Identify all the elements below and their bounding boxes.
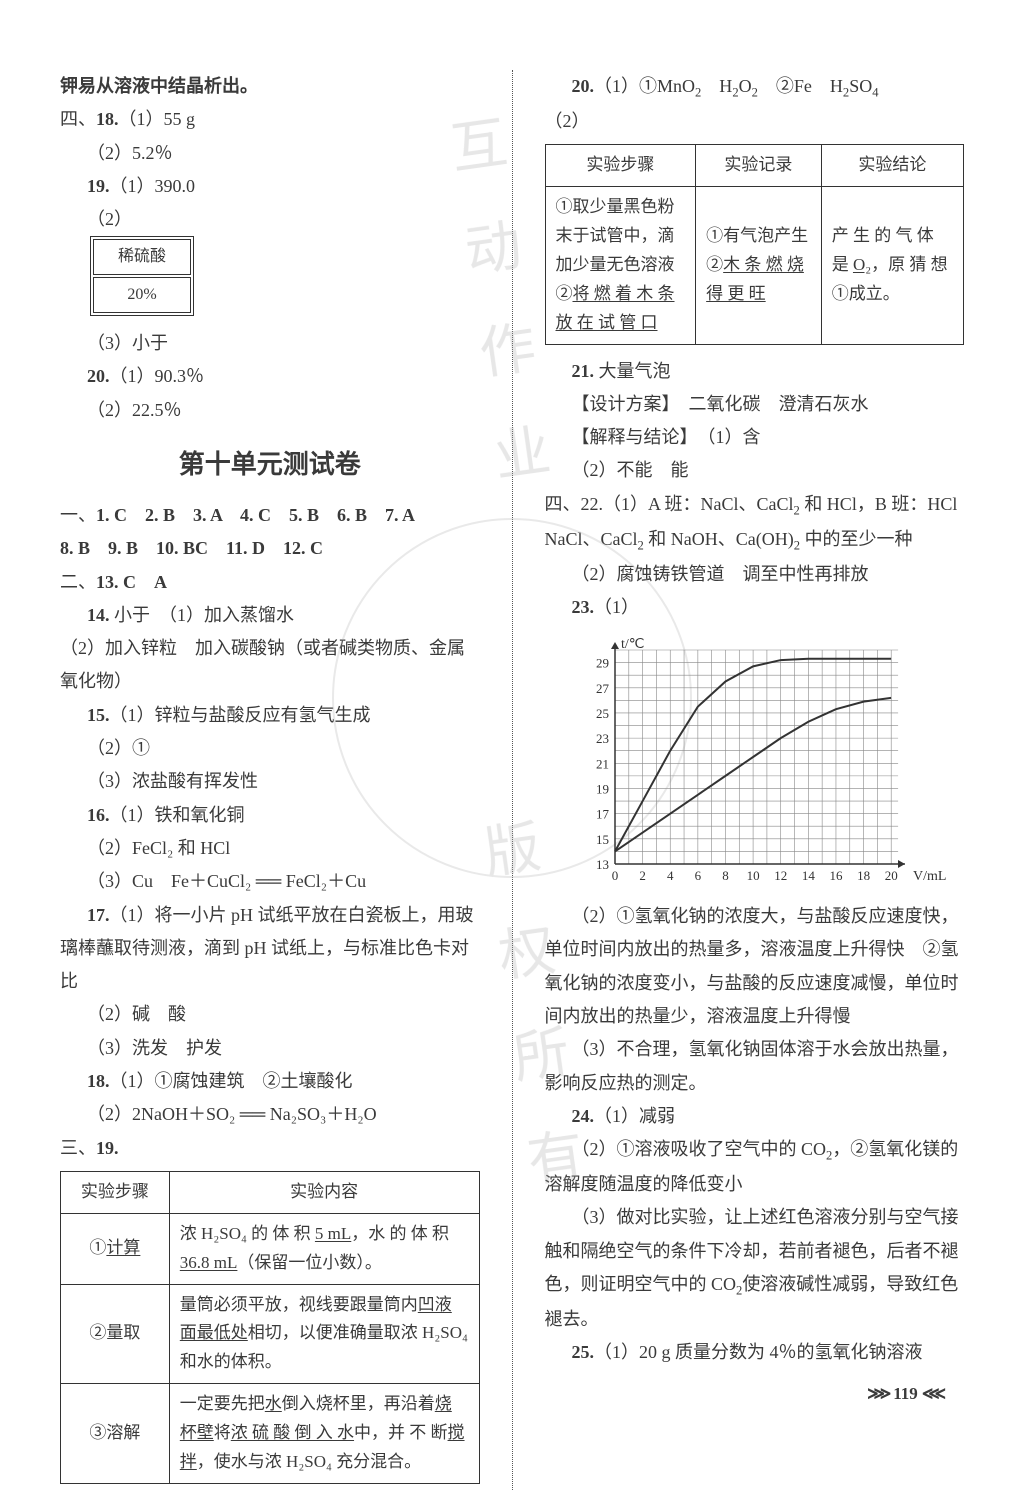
q16-l3: （3）Cu Fe＋CuCl₂ ══ FeCl₂＋Cu bbox=[60, 865, 480, 898]
svg-text:13: 13 bbox=[596, 857, 609, 872]
svg-text:16: 16 bbox=[829, 868, 843, 883]
page-number: 119 bbox=[867, 1378, 944, 1409]
q18-line1: 四、18.（1）55 g bbox=[60, 103, 480, 136]
box-cell-bottom: 20% bbox=[93, 277, 191, 313]
t20-h2: 实验记录 bbox=[696, 145, 822, 187]
t19-h2: 实验内容 bbox=[169, 1171, 479, 1213]
svg-text:19: 19 bbox=[596, 782, 609, 797]
q20r-l2: （2） bbox=[545, 105, 965, 138]
svg-text:23: 23 bbox=[596, 731, 609, 746]
box-cell-top: 稀硫酸 bbox=[93, 239, 191, 275]
q24-l1: 24.（1）减弱 bbox=[545, 1100, 965, 1133]
q15-l3: （3）浓盐酸有挥发性 bbox=[60, 765, 480, 798]
q23-l2: （2）①氢氧化钠的浓度大，与盐酸反应速度快，单位时间内放出的热量多，溶液温度上升… bbox=[545, 900, 965, 1033]
t20-c2: ①有气泡产生②木 条 燃 烧 得 更 旺 bbox=[696, 187, 822, 344]
q18b-l2: （2）2NaOH＋SO₂ ══ Na₂SO₃＋H₂O bbox=[60, 1098, 480, 1131]
t19-r1c2: 浓 H₂SO₄ 的 体 积 5 mL，水 的 体 积 36.8 mL（保留一位小… bbox=[169, 1213, 479, 1284]
svg-text:21: 21 bbox=[596, 756, 609, 771]
two-column-layout: 钾易从溶液中结晶析出。 四、18.（1）55 g （2）5.2％ 19.（1）3… bbox=[60, 70, 964, 1490]
svg-text:V/mL: V/mL bbox=[913, 869, 946, 884]
q20r-l1: 20.（1）①MnO2 H2O2 ②Fe H2SO4 bbox=[545, 70, 965, 105]
q19-line3: （3）小于 bbox=[60, 327, 480, 360]
svg-text:25: 25 bbox=[596, 706, 609, 721]
svg-text:20: 20 bbox=[884, 868, 897, 883]
unit-title: 第十单元测试卷 bbox=[60, 441, 480, 489]
svg-text:12: 12 bbox=[774, 868, 787, 883]
left-column: 钾易从溶液中结晶析出。 四、18.（1）55 g （2）5.2％ 19.（1）3… bbox=[60, 70, 512, 1490]
q17-l1: 17.（1）将一小片 pH 试纸平放在白瓷板上，用玻璃棒蘸取待测液，滴到 pH … bbox=[60, 899, 480, 999]
q16-l2: （2）FeCl₂ 和 HCl bbox=[60, 832, 480, 865]
svg-text:27: 27 bbox=[596, 681, 610, 696]
svg-text:10: 10 bbox=[746, 868, 759, 883]
q23-l3: （3）不合理，氢氧化钠固体溶于水会放出热量，影响反应热的测定。 bbox=[545, 1033, 965, 1100]
svg-text:2: 2 bbox=[639, 868, 646, 883]
t19-h1: 实验步骤 bbox=[61, 1171, 170, 1213]
q16-l1: 16.（1）铁和氧化铜 bbox=[60, 799, 480, 832]
experiment-table-19: 实验步骤 实验内容 ①计算 浓 H₂SO₄ 的 体 积 5 mL，水 的 体 积… bbox=[60, 1171, 480, 1484]
svg-text:6: 6 bbox=[694, 868, 701, 883]
q24-l2: （2）①溶液吸收了空气中的 CO2，②氢氧化镁的溶解度随温度的降低变小 bbox=[545, 1133, 965, 1201]
q19b-head: 三、19. bbox=[60, 1132, 480, 1165]
q15-l2: （2）① bbox=[60, 732, 480, 765]
q21-l3: 【解释与结论】 （1）含 bbox=[545, 421, 965, 454]
svg-text:14: 14 bbox=[801, 868, 815, 883]
q20-line2: （2）22.5％ bbox=[60, 394, 480, 427]
q17-l3: （3）洗发 护发 bbox=[60, 1032, 480, 1065]
dilute-acid-box: 稀硫酸 20% bbox=[90, 236, 194, 315]
t19-r2c1: ②量取 bbox=[61, 1284, 170, 1384]
q25: 25.（1）20 g 质量分数为 4％的氢氧化钠溶液 bbox=[545, 1336, 965, 1369]
chart-svg: 13 15 17 19 21 23 25 27 29 0 2 4 6 8 10 12 14 16 18 20 t/℃ V/… bbox=[575, 632, 955, 892]
t20-h3: 实验结论 bbox=[821, 145, 963, 187]
temperature-line-chart: 13 15 17 19 21 23 25 27 29 0 2 4 6 8 10 12 14 16 18 20 t/℃ V/… bbox=[575, 632, 955, 892]
svg-text:17: 17 bbox=[596, 807, 610, 822]
q22-l1: 四、22.（1）A 班：NaCl、CaCl2 和 HCl，B 班：HCl NaC… bbox=[545, 488, 965, 558]
svg-text:15: 15 bbox=[596, 832, 609, 847]
experiment-table-20: 实验步骤 实验记录 实验结论 ①取少量黑色粉末于试管中，滴加少量无色溶液②将 燃… bbox=[545, 144, 965, 344]
continuation-line: 钾易从溶液中结晶析出。 bbox=[60, 70, 480, 103]
mc-row2: 8. B 9. B 10. BC 11. D 12. C bbox=[60, 532, 480, 565]
svg-text:29: 29 bbox=[596, 656, 609, 671]
t20-c3: 产 生 的 气 体 是 O₂，原 猜 想 ①成立。 bbox=[821, 187, 963, 344]
t20-h1: 实验步骤 bbox=[545, 145, 696, 187]
q15-l1: 15.（1）锌粒与盐酸反应有氢气生成 bbox=[60, 699, 480, 732]
q14-l1: 14. 小于 （1）加入蒸馏水 bbox=[60, 599, 480, 632]
q13: 二、13. C A bbox=[60, 566, 480, 599]
svg-text:18: 18 bbox=[857, 868, 870, 883]
mc-row1: 一、1. C 2. B 3. A 4. C 5. B 6. B 7. A bbox=[60, 499, 480, 532]
q22-l2: （2）腐蚀铸铁管道 调至中性再排放 bbox=[545, 558, 965, 591]
svg-text:0: 0 bbox=[611, 868, 618, 883]
q19-line2: （2） bbox=[60, 203, 480, 236]
q23-label: 23.（1） bbox=[545, 591, 965, 624]
t19-r2c2: 量筒必须平放，视线要跟量筒内凹液面最低处相切，以便准确量取浓 H₂SO₄ 和水的… bbox=[169, 1284, 479, 1384]
q24-l3: （3）做对比实验，让上述红色溶液分别与空气接触和隔绝空气的条件下冷却，若前者褪色… bbox=[545, 1201, 965, 1336]
q18-line2: （2）5.2％ bbox=[60, 137, 480, 170]
q18b-l1: 18.（1）①腐蚀建筑 ②土壤酸化 bbox=[60, 1065, 480, 1098]
t19-r1c1: ①计算 bbox=[61, 1213, 170, 1284]
q21-l2: 【设计方案】 二氧化碳 澄清石灰水 bbox=[545, 388, 965, 421]
t19-r3c1: ③溶解 bbox=[61, 1384, 170, 1484]
t19-r3c2: 一定要先把水倒入烧杯里，再沿着烧杯壁将浓 硫 酸 倒 入 水中，并 不 断搅拌，… bbox=[169, 1384, 479, 1484]
t20-c1: ①取少量黑色粉末于试管中，滴加少量无色溶液②将 燃 着 木 条 放 在 试 管 … bbox=[545, 187, 696, 344]
q14-l2: （2）加入锌粒 加入碳酸钠（或者碱类物质、金属氧化物） bbox=[60, 632, 480, 699]
q19-line1: 19.（1）390.0 bbox=[60, 170, 480, 203]
svg-text:t/℃: t/℃ bbox=[621, 637, 645, 652]
right-column: 20.（1）①MnO2 H2O2 ②Fe H2SO4 （2） 实验步骤 实验记录… bbox=[513, 70, 965, 1490]
q20-line1: 20.（1）90.3％ bbox=[60, 360, 480, 393]
svg-text:8: 8 bbox=[722, 868, 729, 883]
svg-text:4: 4 bbox=[666, 868, 673, 883]
q21-l1: 21. 大量气泡 bbox=[545, 355, 965, 388]
q21-l4: （2）不能 能 bbox=[545, 454, 965, 487]
q17-l2: （2）碱 酸 bbox=[60, 998, 480, 1031]
